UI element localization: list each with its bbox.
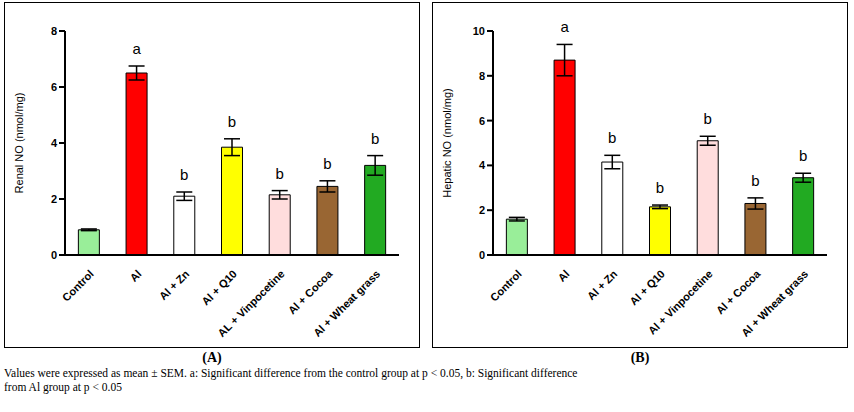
svg-text:b: b [276, 165, 284, 182]
svg-text:Al: Al [555, 268, 571, 284]
html-text:Values were expressed as mean: Values were expressed as mean ± SEM. a: … [4, 367, 578, 379]
svg-text:Al + Wheat grass: Al + Wheat grass [739, 268, 810, 339]
svg-text:Renal NO (nmol/mg): Renal NO (nmol/mg) [13, 93, 25, 194]
html-text:(B): (B) [630, 350, 650, 365]
svg-text:b: b [751, 172, 759, 189]
svg-text:b: b [323, 155, 331, 172]
svg-text:a: a [560, 18, 569, 35]
svg-text:b: b [704, 110, 712, 127]
svg-text:Al + Vinpocetine: Al + Vinpocetine [646, 268, 715, 337]
svg-text:10: 10 [473, 25, 485, 37]
svg-text:Al + Q10: Al + Q10 [627, 268, 667, 308]
svg-text:Al + Cocoa: Al + Cocoa [286, 267, 336, 317]
svg-text:Hepatic NO (nmol/mg): Hepatic NO (nmol/mg) [441, 88, 453, 197]
svg-text:4: 4 [51, 137, 58, 149]
html-text:(A): (A) [202, 350, 222, 365]
svg-text:b: b [799, 147, 807, 164]
svg-text:Al + Q10: Al + Q10 [199, 268, 239, 308]
svg-text:b: b [608, 129, 616, 146]
svg-text:8: 8 [479, 70, 485, 82]
svg-text:Al + Zn: Al + Zn [157, 267, 192, 302]
svg-text:b: b [228, 113, 236, 130]
svg-text:b: b [656, 179, 664, 196]
svg-text:6: 6 [479, 115, 485, 127]
svg-text:2: 2 [51, 193, 57, 205]
svg-text:Al + Zn: Al + Zn [585, 267, 620, 302]
svg-text:8: 8 [51, 25, 57, 37]
svg-text:6: 6 [51, 81, 57, 93]
svg-text:b: b [180, 166, 188, 183]
svg-text:Control: Control [60, 268, 96, 304]
svg-text:Al + Wheat grass: Al + Wheat grass [311, 268, 382, 339]
svg-text:0: 0 [51, 249, 57, 261]
svg-text:0: 0 [479, 249, 485, 261]
svg-text:2: 2 [479, 204, 485, 216]
svg-text:AL + Vinpocetine: AL + Vinpocetine [215, 268, 287, 340]
svg-text:4: 4 [479, 159, 486, 171]
svg-text:b: b [371, 130, 379, 147]
svg-text:Control: Control [488, 268, 524, 304]
svg-text:Al: Al [127, 268, 143, 284]
svg-text:a: a [132, 40, 141, 57]
html-text:from Al group at p < 0.05: from Al group at p < 0.05 [4, 381, 122, 393]
svg-text:Al + Cocoa: Al + Cocoa [714, 267, 764, 317]
